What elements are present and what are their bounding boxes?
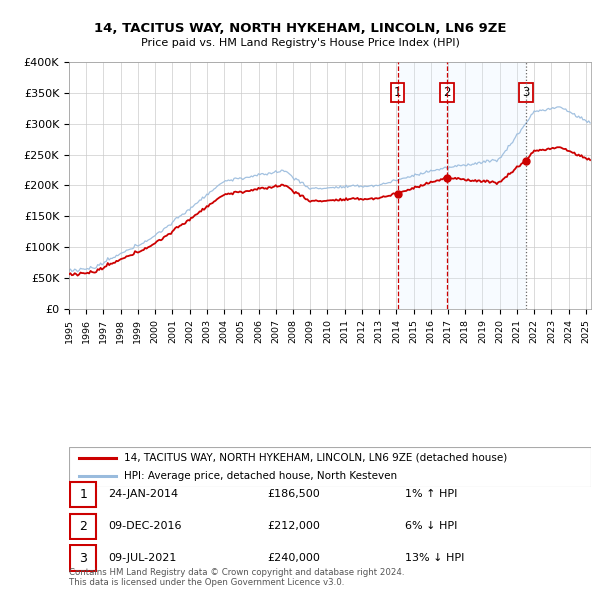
FancyBboxPatch shape: [70, 481, 97, 507]
Text: Contains HM Land Registry data © Crown copyright and database right 2024.
This d: Contains HM Land Registry data © Crown c…: [69, 568, 404, 587]
FancyBboxPatch shape: [70, 545, 97, 571]
Text: £240,000: £240,000: [267, 553, 320, 563]
Bar: [398, 62, 526, 309]
Text: 2: 2: [443, 86, 451, 99]
Text: 3: 3: [522, 86, 530, 99]
Text: £186,500: £186,500: [267, 490, 320, 499]
Text: 09-JUL-2021: 09-JUL-2021: [108, 553, 176, 563]
Text: 13% ↓ HPI: 13% ↓ HPI: [405, 553, 464, 563]
Text: 14, TACITUS WAY, NORTH HYKEHAM, LINCOLN, LN6 9ZE (detached house): 14, TACITUS WAY, NORTH HYKEHAM, LINCOLN,…: [124, 453, 507, 463]
Text: 1: 1: [79, 488, 88, 501]
Text: 1% ↑ HPI: 1% ↑ HPI: [405, 490, 457, 499]
FancyBboxPatch shape: [69, 447, 591, 487]
Text: 14, TACITUS WAY, NORTH HYKEHAM, LINCOLN, LN6 9ZE: 14, TACITUS WAY, NORTH HYKEHAM, LINCOLN,…: [94, 22, 506, 35]
Text: £212,000: £212,000: [267, 522, 320, 531]
Text: 09-DEC-2016: 09-DEC-2016: [108, 522, 182, 531]
Text: 2: 2: [79, 520, 88, 533]
Text: 24-JAN-2014: 24-JAN-2014: [108, 490, 178, 499]
Text: HPI: Average price, detached house, North Kesteven: HPI: Average price, detached house, Nort…: [124, 470, 397, 480]
FancyBboxPatch shape: [70, 513, 97, 539]
Text: 3: 3: [79, 552, 88, 565]
Text: 1: 1: [394, 86, 401, 99]
Text: 6% ↓ HPI: 6% ↓ HPI: [405, 522, 457, 531]
Text: Price paid vs. HM Land Registry's House Price Index (HPI): Price paid vs. HM Land Registry's House …: [140, 38, 460, 48]
